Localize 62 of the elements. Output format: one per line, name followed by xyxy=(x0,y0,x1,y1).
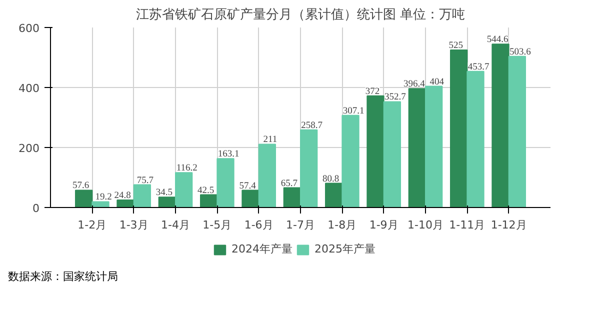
data-label: 211 xyxy=(263,135,278,146)
bar xyxy=(216,158,234,208)
data-label: 352.7 xyxy=(384,92,406,103)
data-label: 80.8 xyxy=(322,174,340,184)
x-tick-label: 1-2月 xyxy=(78,218,107,232)
bar xyxy=(242,190,260,208)
bar xyxy=(450,50,468,208)
chart-title: 江苏省铁矿石原矿产量分月（累计值）统计图 单位：万吨 xyxy=(136,8,466,22)
x-tick-label: 1-8月 xyxy=(328,218,357,232)
bar xyxy=(425,86,443,208)
bar xyxy=(175,172,193,208)
x-tick-label: 1-9月 xyxy=(369,218,398,232)
x-tick-label: 1-3月 xyxy=(119,218,148,232)
data-label: 525 xyxy=(448,41,464,51)
data-label: 116.2 xyxy=(176,164,198,174)
y-tick-label: 400 xyxy=(18,82,40,95)
y-tick-label: 200 xyxy=(18,142,40,155)
bar xyxy=(492,44,510,208)
data-label: 65.7 xyxy=(280,178,298,189)
data-label: 24.8 xyxy=(114,191,132,202)
x-tick-label: 1-12月 xyxy=(490,218,527,232)
data-label: 34.5 xyxy=(156,188,173,198)
data-label: 404 xyxy=(430,77,444,88)
data-label: 503.6 xyxy=(509,47,532,58)
x-tick-label: 1-5月 xyxy=(202,218,232,232)
bar xyxy=(300,129,318,208)
data-label: 57.4 xyxy=(239,181,256,192)
x-tick-label: 1-11月 xyxy=(449,218,486,232)
data-label: 75.7 xyxy=(136,176,154,186)
source-note: 数据来源：国家统计局 xyxy=(8,269,118,285)
x-tick-label: 1-6月 xyxy=(244,218,274,232)
data-label: 453.7 xyxy=(468,62,490,72)
data-label: 57.6 xyxy=(72,181,90,192)
data-label: 544.6 xyxy=(486,35,508,46)
bar xyxy=(508,56,526,208)
x-tick-label: 1-7月 xyxy=(286,218,315,232)
bar xyxy=(116,200,134,208)
bar xyxy=(258,144,276,208)
data-label: 42.5 xyxy=(198,186,214,196)
data-label: 307.1 xyxy=(342,106,364,116)
bar xyxy=(408,88,426,208)
bar xyxy=(366,95,384,208)
data-label: 372 xyxy=(365,86,380,97)
bar xyxy=(383,101,401,208)
data-label: 258.7 xyxy=(301,120,323,131)
bar xyxy=(342,114,360,208)
bar xyxy=(325,182,343,208)
bar xyxy=(466,70,484,208)
bar xyxy=(133,184,151,208)
y-tick-label: 600 xyxy=(18,22,40,35)
data-label: 396.4 xyxy=(403,80,426,90)
legend-label: 2025年产量 xyxy=(314,242,376,256)
x-tick-label: 1-10月 xyxy=(408,218,444,232)
bar xyxy=(158,196,176,208)
bar xyxy=(75,190,93,208)
legend-label: 2024年产量 xyxy=(232,242,292,256)
x-tick-label: 1-4月 xyxy=(161,218,190,232)
data-label: 19.2 xyxy=(95,192,112,203)
bar xyxy=(283,187,301,208)
data-label: 163.1 xyxy=(218,150,240,160)
y-tick-label: 0 xyxy=(32,202,40,215)
bar xyxy=(92,201,110,208)
